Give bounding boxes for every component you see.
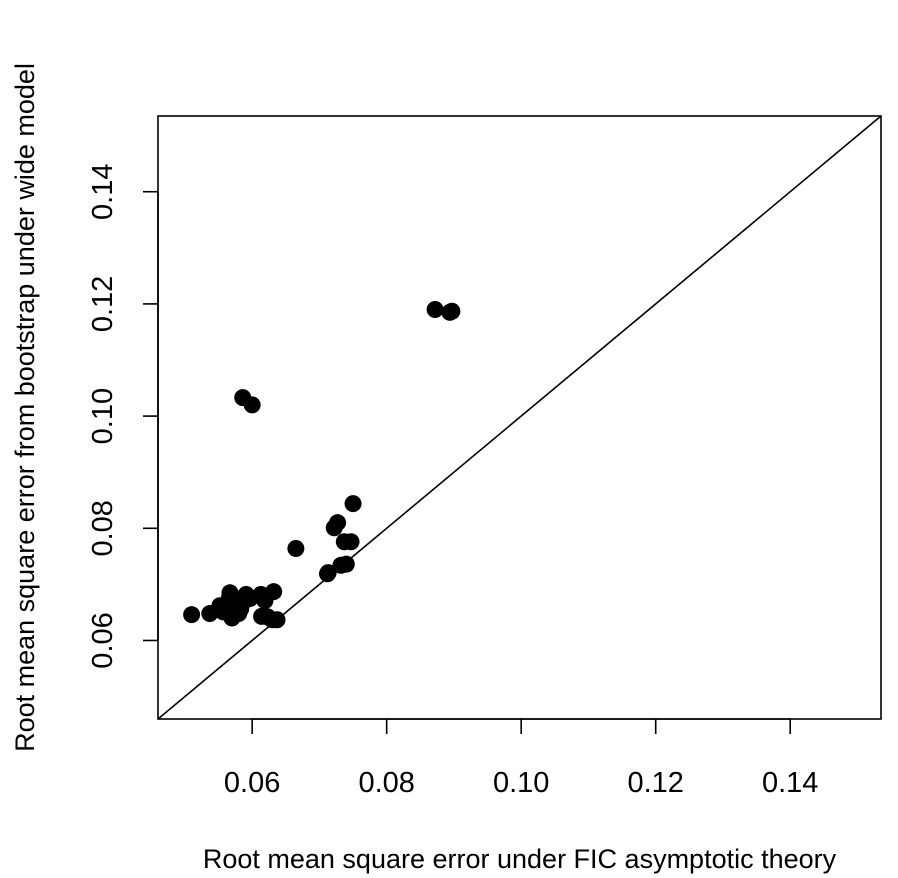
x-tick-label: 0.06	[224, 767, 280, 799]
identity-reference-line	[157, 115, 882, 720]
data-point	[319, 564, 337, 582]
plot-frame	[157, 115, 882, 720]
y-tick-label: 0.14	[87, 163, 119, 219]
x-tick-label: 0.14	[762, 767, 818, 799]
x-axis-label: Root mean square error under FIC asympto…	[203, 844, 837, 874]
data-point	[443, 302, 461, 320]
data-point	[337, 555, 355, 573]
data-point	[183, 606, 201, 624]
data-point	[426, 301, 444, 319]
y-axis: 0.06 0.08 0.10 0.12 0.14	[87, 163, 159, 669]
y-tick-label: 0.10	[87, 388, 119, 444]
data-point	[265, 583, 283, 601]
data-points	[183, 301, 461, 629]
y-tick-label: 0.06	[87, 612, 119, 668]
x-tick-label: 0.12	[627, 767, 683, 799]
y-tick-label: 0.08	[87, 500, 119, 556]
y-axis-label: Root mean square error from bootstrap un…	[10, 63, 40, 752]
x-axis: 0.06 0.08 0.10 0.12 0.14	[224, 718, 818, 799]
data-point	[342, 533, 360, 551]
y-tick-label: 0.12	[87, 276, 119, 332]
data-point	[329, 514, 347, 532]
data-point	[243, 396, 261, 414]
data-point	[268, 611, 286, 629]
data-point	[344, 495, 362, 513]
x-tick-label: 0.10	[493, 767, 549, 799]
data-point	[287, 539, 305, 557]
x-tick-label: 0.08	[358, 767, 414, 799]
